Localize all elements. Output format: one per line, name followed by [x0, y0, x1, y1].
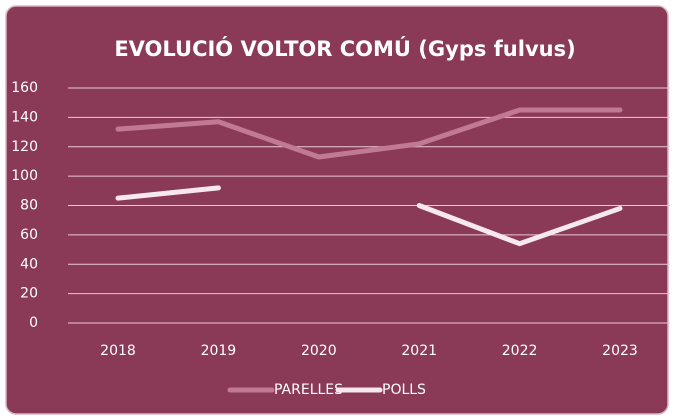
y-tick-label: 20 [20, 286, 38, 302]
y-tick-label: 140 [11, 109, 38, 125]
y-tick-label: 120 [11, 139, 38, 155]
x-tick-label: 2022 [502, 343, 538, 359]
chart-title: EVOLUCIÓ VOLTOR COMÚ (Gyps fulvus) [114, 36, 575, 61]
y-tick-label: 60 [20, 227, 38, 243]
x-tick-label: 2023 [602, 343, 638, 359]
x-tick-label: 2019 [201, 343, 237, 359]
y-tick-label: 100 [11, 168, 38, 184]
legend-label: POLLS [382, 382, 426, 398]
y-tick-label: 40 [20, 256, 38, 272]
legend-label: PARELLES [274, 382, 343, 398]
x-tick-label: 2018 [100, 343, 136, 359]
chart-card [5, 5, 669, 415]
series-line [115, 107, 623, 160]
series-line [115, 185, 623, 247]
x-tick-label: 2020 [301, 343, 337, 359]
x-tick-label: 2021 [401, 343, 437, 359]
y-tick-label: 160 [11, 80, 38, 96]
y-tick-label: 80 [20, 198, 38, 214]
y-tick-label: 0 [29, 315, 38, 331]
